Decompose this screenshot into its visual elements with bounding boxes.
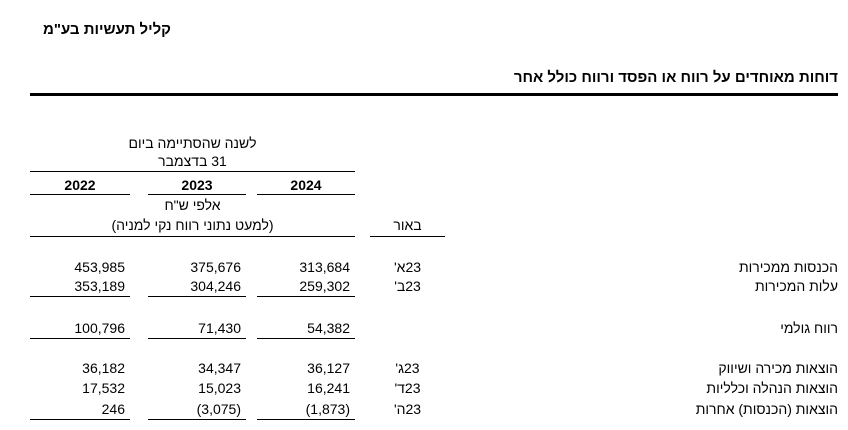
year-header: 2022 [64,177,96,193]
note-ref: 23ה' [393,401,422,417]
amount: 353,189 [74,278,125,294]
amount: 259,302 [299,278,350,294]
row-label: רווח גולמי [780,320,838,336]
amount: 54,382 [307,320,350,336]
year-header: 2023 [181,177,213,193]
amount-rule [257,296,355,297]
year-rule [257,194,355,195]
amount: 453,985 [74,259,125,275]
amount: (1,873) [305,401,350,417]
amount: 313,684 [299,259,350,275]
note-ref: 23ג' [395,360,420,376]
period-label: 31 בדצמבר [158,153,227,169]
amount-rule [148,296,246,297]
statement-title: דוחות מאוחדים על רווח או הפסד ורווח כולל… [513,69,838,86]
amount-rule [30,236,355,237]
year-header: 2024 [290,177,322,193]
amount: 16,241 [307,380,350,396]
note-ref: 23ב' [394,278,421,294]
amount-rule [148,419,246,420]
amount-rule [30,296,130,297]
note-header: באור [393,217,422,233]
row-label: הוצאות הנהלה וכלליות [706,380,838,396]
amount: 36,127 [307,360,350,376]
header-rule [30,171,355,172]
amount: 71,430 [198,320,241,336]
row-label: עלות המכירות [754,278,838,294]
note-ref: 23א' [393,259,422,275]
year-rule [30,194,130,195]
title-rule [30,93,838,96]
unit-note: (למעט נתוני רווח נקי למניה) [111,217,274,233]
company-name: קליל תעשיות בע"מ [42,21,171,38]
amount: (3,075) [196,401,241,417]
amount: 304,246 [190,278,241,294]
note-rule [370,236,445,237]
amount: 100,796 [74,320,125,336]
note-ref: 23ד' [394,380,421,396]
row-label: הוצאות מכירה ושיווק [718,360,838,376]
row-label: הוצאות (הכנסות) אחרות [695,401,838,417]
amount: 375,676 [190,259,241,275]
amount: 34,347 [198,360,241,376]
amount: 17,532 [82,380,125,396]
period-label: לשנה שהסתיימה ביום [128,135,257,151]
amount-rule [30,419,130,420]
amount-rule [148,338,246,339]
amount-rule [257,419,355,420]
row-label: הכנסות ממכירות [738,259,838,275]
amount-rule [30,338,130,339]
year-rule [148,194,246,195]
amount: 15,023 [198,380,241,396]
amount: 36,182 [82,360,125,376]
amount: 246 [101,401,125,417]
amount-rule [257,338,355,339]
unit-label: אלפי ש"ח [164,197,221,213]
